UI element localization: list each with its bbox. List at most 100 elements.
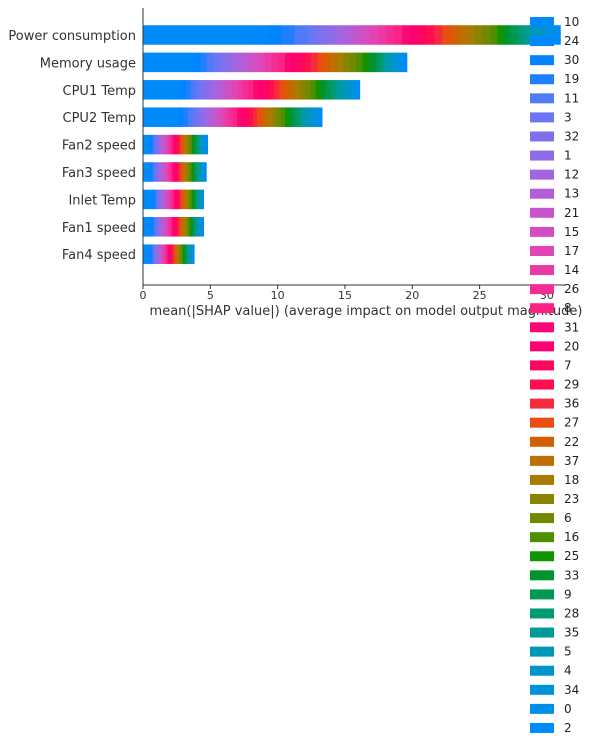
- bar-segment: [202, 189, 204, 210]
- bar-segment: [173, 162, 176, 182]
- bar-segment: [482, 25, 492, 45]
- legend-item: 14: [530, 263, 579, 277]
- bar-segment: [155, 217, 158, 237]
- bar-segment: [162, 134, 165, 155]
- bar-segment: [232, 80, 239, 100]
- bar-segment: [163, 244, 166, 264]
- legend-swatch: [530, 417, 554, 428]
- bar-segment: [160, 189, 163, 210]
- bar-segment: [163, 189, 166, 210]
- bar-segment: [148, 134, 151, 155]
- bar-segment: [183, 134, 186, 155]
- legend-swatch: [530, 17, 554, 27]
- bar-segment: [188, 189, 191, 210]
- bar-segment: [195, 134, 198, 155]
- bar-segment: [154, 217, 157, 237]
- legend-label: 18: [564, 473, 579, 487]
- bar-segment: [537, 25, 545, 45]
- bar-segment: [176, 244, 179, 264]
- legend-label: 23: [564, 492, 579, 506]
- bar-segment: [167, 162, 170, 182]
- bar-segment: [178, 189, 181, 210]
- bar-segment: [296, 107, 302, 127]
- bar-segment: [172, 244, 175, 264]
- bar-group-4: [143, 134, 209, 155]
- legend-swatch: [530, 494, 554, 504]
- bar-segment: [524, 25, 532, 45]
- bar-segment: [180, 217, 183, 237]
- legend-item: 16: [530, 530, 579, 544]
- bar-segment: [434, 25, 443, 45]
- legend-item: 33: [530, 568, 579, 582]
- bar-segment: [191, 80, 197, 100]
- bar-group-2: [143, 80, 361, 100]
- bar-group-0: [143, 25, 561, 45]
- bar-segment: [143, 25, 249, 45]
- bar-segment: [249, 107, 254, 127]
- bar-segment: [375, 52, 380, 73]
- bar-segment: [149, 162, 152, 182]
- axes-layer: [142, 8, 566, 286]
- legend-label: 6: [564, 511, 572, 525]
- bar-segment: [272, 107, 278, 127]
- legend-item: 18: [530, 473, 579, 487]
- bar-segment: [153, 162, 156, 182]
- bar-segment: [222, 80, 228, 100]
- legend-swatch: [530, 608, 554, 619]
- bar-segment: [203, 134, 206, 155]
- legend-item: 11: [530, 91, 579, 105]
- bar-segment: [174, 134, 177, 155]
- bar-segment: [157, 189, 160, 210]
- legend: 1024301911332112132115171426831207293627…: [530, 15, 579, 735]
- bar-segment: [257, 107, 262, 127]
- legend-label: 15: [564, 225, 579, 239]
- bar-segment: [152, 244, 155, 264]
- bar-segment: [175, 80, 182, 100]
- legend-label: 20: [564, 339, 579, 353]
- bar-segment: [351, 80, 355, 100]
- bar-segment: [196, 189, 199, 210]
- bar-segment: [233, 107, 238, 127]
- bar-segment: [163, 217, 165, 237]
- legend-swatch: [530, 226, 554, 237]
- bar-segment: [175, 189, 178, 210]
- bar-segment: [159, 162, 162, 182]
- bar-segment: [177, 217, 180, 237]
- bar-segment: [153, 244, 156, 264]
- bar-segment: [185, 244, 187, 264]
- bar-segment: [166, 217, 168, 237]
- bar-segment: [213, 107, 218, 127]
- bar-segment: [188, 162, 191, 182]
- bar-segment: [151, 134, 154, 155]
- bar-segment: [156, 244, 158, 264]
- bar-segment: [345, 25, 355, 45]
- bar-segment: [182, 244, 185, 264]
- bar-segment: [317, 52, 325, 73]
- bar-segment: [237, 80, 244, 100]
- bar-segment: [198, 134, 201, 155]
- x-ticks: 0 5 10 15 20 25 30: [140, 285, 554, 302]
- bar-segment: [166, 244, 168, 264]
- bar-segment: [377, 25, 387, 45]
- bar-segment: [191, 162, 194, 182]
- bar-segment: [151, 162, 154, 182]
- bar-segment: [176, 189, 179, 210]
- bar-segment: [265, 52, 273, 73]
- legend-swatch: [530, 474, 554, 485]
- y-tick-label: Fan1 speed: [62, 221, 136, 236]
- bar-segment: [497, 25, 505, 45]
- legend-label: 21: [564, 206, 579, 220]
- bar-segment: [172, 134, 175, 155]
- bar-segment: [197, 189, 200, 210]
- legend-item: 31: [530, 320, 579, 334]
- bar-segment: [167, 244, 170, 264]
- bar-segment: [175, 244, 177, 264]
- bar-segment: [202, 189, 204, 210]
- legend-item: 30: [530, 53, 579, 67]
- bar-segment: [202, 217, 204, 237]
- bar-segment: [197, 217, 200, 237]
- bar-segment: [158, 189, 161, 210]
- bar-segment: [225, 107, 230, 127]
- legend-item: 20: [530, 339, 579, 353]
